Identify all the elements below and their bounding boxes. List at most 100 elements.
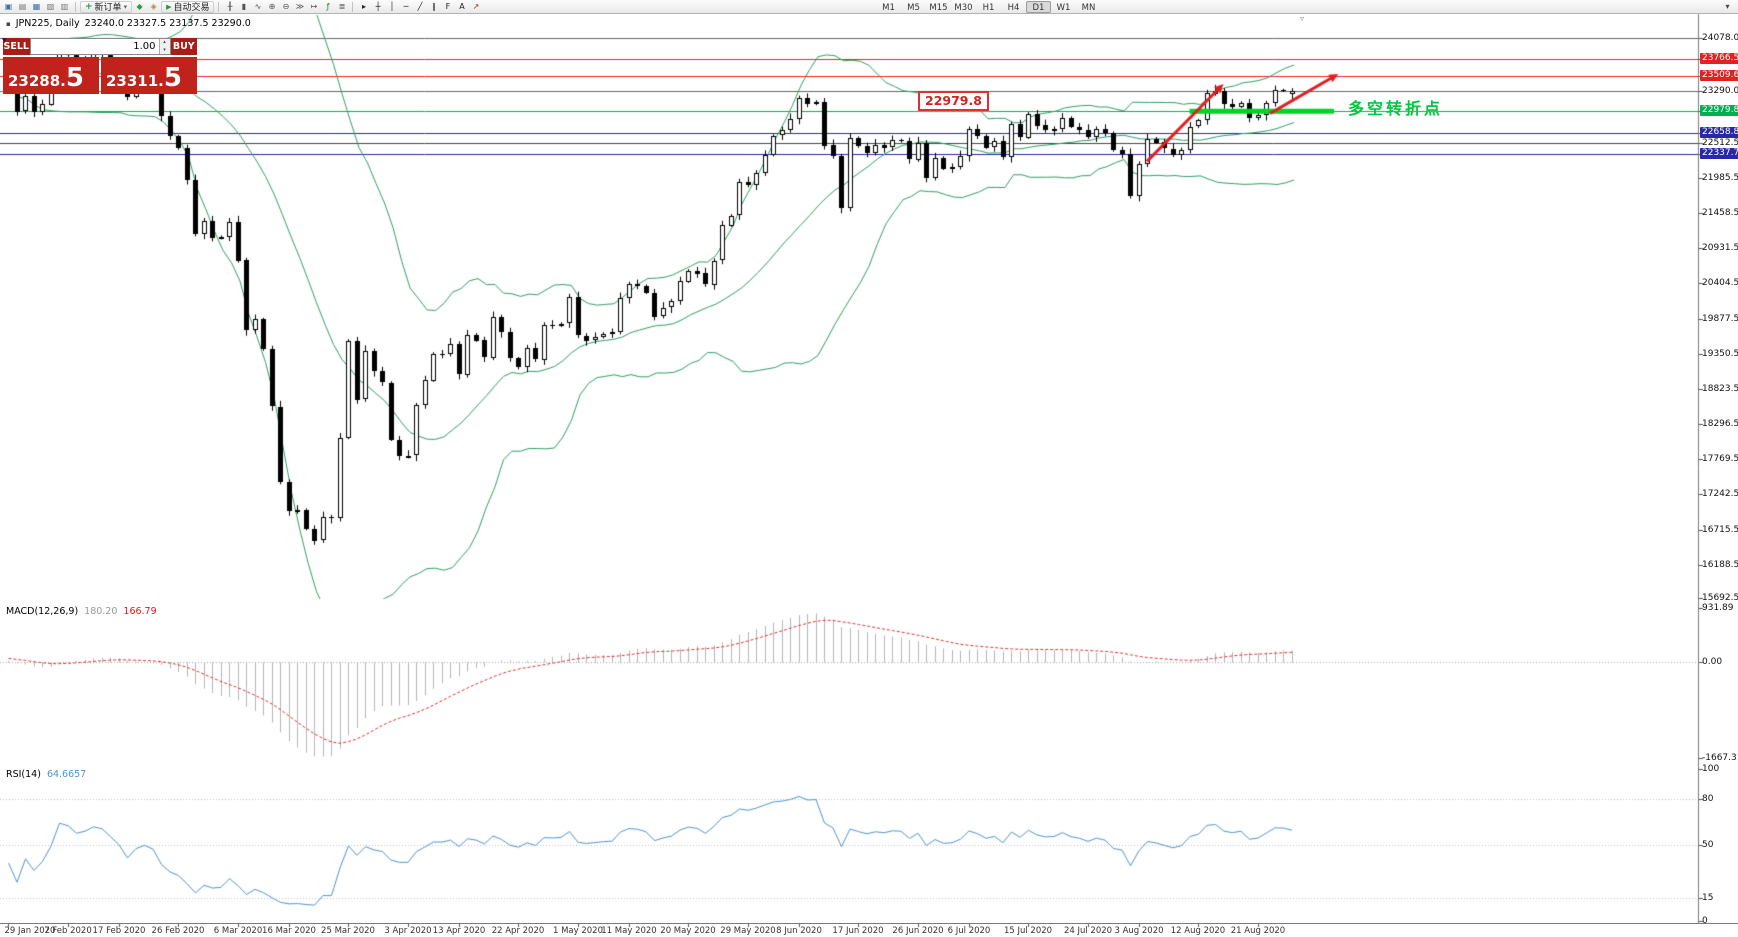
date-tick-label: 20 May 2020 bbox=[660, 926, 716, 936]
chart-symbol-label: JPN225, Daily bbox=[15, 18, 80, 29]
date-tick-label: 25 Mar 2020 bbox=[321, 926, 375, 936]
rsi-tick-label: 15 bbox=[1702, 893, 1714, 903]
price-tick-label: 18296.5 bbox=[1702, 419, 1738, 429]
sell-price-button[interactable]: 23288. 5 bbox=[3, 57, 99, 94]
date-tick-label: 21 Aug 2020 bbox=[1230, 926, 1286, 936]
timeframe-m5-button[interactable]: M5 bbox=[907, 2, 920, 13]
cursor-icon[interactable]: ▸ bbox=[361, 1, 366, 11]
templates-icon[interactable]: ≣ bbox=[338, 1, 346, 11]
alerts-icon[interactable]: ◈ bbox=[150, 1, 157, 11]
auto-scroll-icon[interactable]: ≫ bbox=[295, 1, 305, 11]
price-badge-blue: 22658.8 bbox=[1700, 127, 1738, 138]
annotation-text[interactable]: 多空转折点 bbox=[1348, 99, 1444, 118]
macd-indicator-label: MACD(12,26,9) 180.20 166.79 bbox=[6, 606, 157, 617]
buy-price-button[interactable]: 23311. 5 bbox=[101, 57, 197, 94]
price-tick-label: 20404.5 bbox=[1702, 278, 1738, 288]
price-badge-green: 22979.8 bbox=[1700, 105, 1738, 116]
price-badge-red: 23766.5 bbox=[1700, 53, 1738, 64]
new-order-button[interactable]: + 新订单 ▾ bbox=[80, 0, 133, 13]
time-axis[interactable] bbox=[0, 923, 1738, 937]
price-level-callout[interactable]: 22979.8 bbox=[918, 91, 989, 111]
price-tick-label: 19350.5 bbox=[1702, 349, 1738, 359]
price-line-label: 23290.0 bbox=[1702, 86, 1738, 96]
timeframe-w1-button[interactable]: W1 bbox=[1056, 2, 1071, 13]
volume-increase-icon[interactable]: ▴ bbox=[159, 39, 170, 47]
zoom-out-icon[interactable]: ⊖ bbox=[282, 1, 290, 11]
text-label-icon[interactable]: A bbox=[459, 1, 465, 11]
date-tick-label: 12 Aug 2020 bbox=[1170, 926, 1226, 936]
timeframe-m15-button[interactable]: M15 bbox=[929, 2, 948, 13]
price-tick-label: 15692.5 bbox=[1702, 593, 1738, 603]
date-tick-label: 17 Jun 2020 bbox=[832, 926, 884, 936]
date-tick-label: 3 Aug 2020 bbox=[1114, 926, 1164, 936]
new-order-window-icon[interactable]: ▣ bbox=[4, 1, 13, 11]
rsi-tick-label: 100 bbox=[1702, 764, 1720, 774]
navigator-icon[interactable]: ▧ bbox=[46, 1, 55, 11]
timeframe-h1-button[interactable]: H1 bbox=[982, 2, 995, 13]
date-tick-label: 29 May 2020 bbox=[720, 926, 776, 936]
volume-decrease-icon[interactable]: ▾ bbox=[159, 46, 170, 54]
price-line-label: 22512.5 bbox=[1702, 138, 1738, 148]
rsi-tick-label: 0 bbox=[1702, 916, 1708, 926]
buy-price-text: 23311. bbox=[106, 72, 164, 90]
toolbar-right-group: ▾ bbox=[1721, 0, 1734, 13]
line-chart-mode-icon[interactable]: ∿ bbox=[254, 1, 262, 11]
zoom-in-icon[interactable]: ⊕ bbox=[268, 1, 276, 11]
toolbar-customize-icon[interactable]: ▾ bbox=[1725, 1, 1730, 11]
one-click-collapse-icon[interactable]: ▼ bbox=[2, 37, 7, 44]
timeframe-m1-button[interactable]: M1 bbox=[882, 2, 895, 13]
toolbar: ▣ ▤ ▦ ▧ ▥ + 新订单 ▾ ◆ ◈ ▶ 自动交易 ╫ ▮ ∿ ⊕ ⊖ ≫ ↦ ƒ ≣ ▸ ┼ │ ─ ╱ ∥ F A ↗ bbox=[0, 0, 1738, 14]
chart-title: ▪ JPN225, Daily 23240.0 23327.5 23137.5 … bbox=[6, 18, 251, 29]
horizontal-line-icon[interactable]: ─ bbox=[403, 1, 409, 11]
price-badge-red: 23509.6 bbox=[1700, 70, 1738, 81]
caret-down-icon: ▾ bbox=[123, 2, 128, 11]
chart-shift-icon[interactable]: ↦ bbox=[310, 1, 318, 11]
expert-advisors-icon[interactable]: ◆ bbox=[136, 1, 143, 11]
candlestick-mode-icon[interactable]: ▮ bbox=[241, 1, 247, 11]
date-tick-label: 7 Feb 2020 bbox=[44, 926, 92, 936]
vertical-line-icon[interactable]: │ bbox=[389, 1, 395, 11]
chart-window-icon[interactable]: ▤ bbox=[18, 1, 27, 11]
price-tick-label: 16715.5 bbox=[1702, 525, 1738, 535]
rsi-title: RSI(14) bbox=[6, 769, 41, 780]
chart-icon: ▪ bbox=[6, 19, 11, 28]
equidistant-channel-icon[interactable]: ∥ bbox=[431, 1, 436, 11]
terminal-icon[interactable]: ▥ bbox=[60, 1, 69, 11]
date-tick-label: 8 Jun 2020 bbox=[776, 926, 822, 936]
date-tick-label: 13 Apr 2020 bbox=[432, 926, 486, 936]
volume-input[interactable] bbox=[30, 39, 159, 54]
rsi-tick-label: 80 bbox=[1702, 794, 1714, 804]
timeframe-d1-button[interactable]: D1 bbox=[1026, 0, 1051, 13]
price-tick-label: 21458.5 bbox=[1702, 208, 1738, 218]
arrows-tool-icon[interactable]: ↗ bbox=[472, 1, 480, 11]
price-badge-blue: 22337.7 bbox=[1700, 148, 1738, 159]
timeframe-mn-button[interactable]: MN bbox=[1081, 2, 1096, 13]
sell-button[interactable]: SELL bbox=[3, 38, 30, 55]
price-tick-label: 21985.5 bbox=[1702, 173, 1738, 183]
timeframe-h4-button[interactable]: H4 bbox=[1007, 2, 1020, 13]
date-tick-label: 1 May 2020 bbox=[552, 926, 604, 936]
chart-shift-marker[interactable]: ▿ bbox=[1300, 14, 1305, 23]
fibonacci-icon[interactable]: F bbox=[445, 1, 451, 11]
volume-spinner: ▴ ▾ bbox=[158, 39, 170, 54]
price-tick-label: 18823.5 bbox=[1702, 384, 1738, 394]
price-tick-label: 17242.5 bbox=[1702, 489, 1738, 499]
price-line-label: 24078.0 bbox=[1702, 33, 1738, 43]
buy-price-big-digit: 5 bbox=[163, 63, 182, 93]
indicators-icon[interactable]: ƒ bbox=[326, 1, 330, 11]
plus-icon: + bbox=[85, 1, 93, 12]
timeframe-m30-button[interactable]: M30 bbox=[954, 2, 973, 13]
macd-zero-label: 0.00 bbox=[1702, 657, 1723, 667]
buy-button[interactable]: BUY bbox=[170, 38, 197, 55]
sell-price-big-digit: 5 bbox=[65, 63, 84, 93]
date-tick-label: 6 Jul 2020 bbox=[947, 926, 991, 936]
price-tick-label: 16188.5 bbox=[1702, 560, 1738, 570]
market-watch-icon[interactable]: ▦ bbox=[32, 1, 41, 11]
crosshair-icon[interactable]: ┼ bbox=[375, 1, 381, 11]
macd-min-label: -1667.31 bbox=[1702, 753, 1738, 763]
bar-chart-mode-icon[interactable]: ╫ bbox=[227, 1, 233, 11]
autotrade-button[interactable]: ▶ 自动交易 bbox=[161, 0, 215, 13]
trendline-icon[interactable]: ╱ bbox=[417, 1, 423, 11]
